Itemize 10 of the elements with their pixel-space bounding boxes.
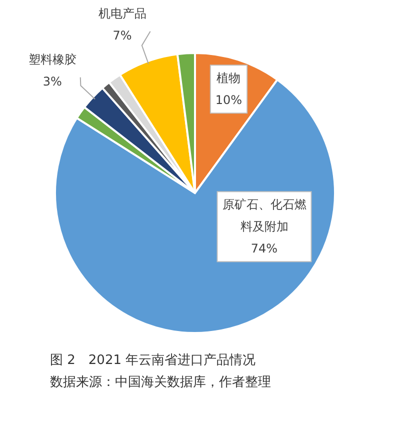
slice-label: 植物 xyxy=(216,71,241,86)
data-label: 3% xyxy=(42,74,62,88)
slice-label: 塑料橡胶 xyxy=(28,52,76,66)
data-label: 10% xyxy=(215,93,242,108)
data-label: 7% xyxy=(112,28,132,42)
text: 图 2 2021 年云南省进口产品情况 xyxy=(50,353,256,368)
source-note: 数据来源：中国海关数据库，作者整理 xyxy=(50,375,271,390)
data-label: 74% xyxy=(250,242,278,256)
slice-label: 机电产品 xyxy=(98,6,146,20)
slice-label: 原矿石、化石燃料及附加 xyxy=(222,198,306,234)
